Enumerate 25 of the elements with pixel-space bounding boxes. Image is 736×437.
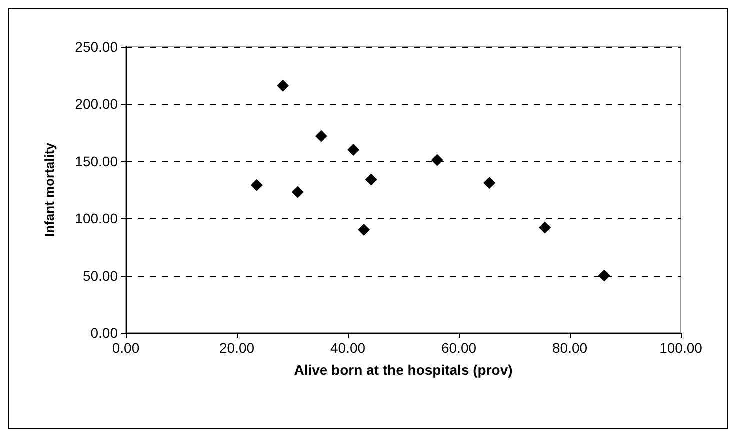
y-axis-title: Infant mortality: [42, 142, 57, 237]
point: [539, 222, 552, 234]
point: [292, 186, 304, 198]
point: [358, 224, 370, 236]
x-tick-label: 0.00: [112, 340, 140, 356]
point: [365, 174, 378, 186]
point: [431, 154, 444, 166]
y-tick-label: 100.00: [75, 210, 118, 227]
point: [250, 179, 263, 192]
x-tick-label: 80.00: [552, 340, 588, 356]
point: [598, 270, 610, 282]
point: [277, 80, 290, 92]
y-tick-label: 150.00: [75, 153, 118, 170]
x-tick-label: 40.00: [330, 340, 366, 356]
point: [348, 144, 360, 156]
point: [484, 177, 496, 190]
point: [315, 130, 328, 142]
x-axis-title: Alive born at the hospitals (prov): [294, 362, 513, 378]
y-tick-label: 250.00: [75, 39, 118, 55]
y-tick-label: 0.00: [90, 325, 118, 341]
y-tick-label: 50.00: [82, 268, 118, 284]
x-tick-label: 100.00: [660, 340, 703, 356]
x-tick-label: 60.00: [441, 340, 477, 356]
x-tick-label: 20.00: [219, 340, 255, 356]
y-tick-label: 200.00: [75, 96, 118, 112]
